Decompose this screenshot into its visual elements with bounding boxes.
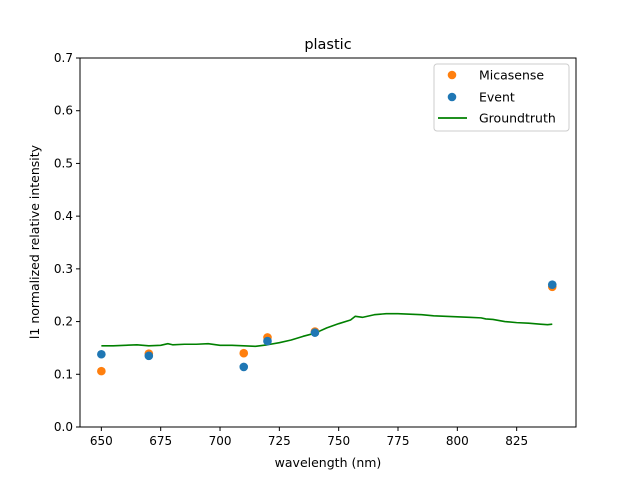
x-tick-label: 775 xyxy=(387,434,410,448)
x-tick-label: 725 xyxy=(268,434,291,448)
y-tick-label: 0.6 xyxy=(54,104,73,118)
legend-label-micasense: Micasense xyxy=(479,68,544,83)
event-point xyxy=(547,280,557,289)
event-point xyxy=(239,362,249,372)
legend-box xyxy=(433,63,570,132)
event-point xyxy=(263,336,272,346)
event-point xyxy=(310,328,320,337)
y-axis: 0.0 0.1 0.2 0.3 0.4 0.5 0.6 0.7 xyxy=(54,51,80,434)
x-tick-label: 675 xyxy=(149,434,172,448)
x-tick-label: 825 xyxy=(505,434,528,448)
legend-label-event: Event xyxy=(479,90,515,105)
y-tick-label: 0.2 xyxy=(54,315,73,329)
event-point xyxy=(97,349,106,359)
event-legend-marker xyxy=(447,92,457,102)
x-axis-label: wavelength (nm) xyxy=(275,455,382,470)
y-tick-label: 0.4 xyxy=(54,209,73,223)
legend: Micasense Event Groundtruth xyxy=(433,63,570,132)
axes-frame xyxy=(79,57,577,428)
event-point xyxy=(144,351,154,361)
chart-title: plastic xyxy=(304,37,351,53)
x-tick-label: 750 xyxy=(327,434,350,448)
y-tick-label: 0.3 xyxy=(54,262,73,276)
x-axis: 650 675 700 725 750 775 800 825 xyxy=(90,427,528,448)
y-tick-label: 0.7 xyxy=(54,51,73,65)
x-tick-label: 700 xyxy=(209,434,232,448)
groundtruth-line xyxy=(101,312,553,348)
y-tick-label: 0.0 xyxy=(54,420,73,434)
micasense-point xyxy=(97,366,106,376)
x-tick-label: 800 xyxy=(446,434,469,448)
y-axis-label: l1 normalized relative intensity xyxy=(27,144,42,339)
legend-label-groundtruth: Groundtruth xyxy=(479,111,556,126)
y-tick-label: 0.5 xyxy=(54,156,73,170)
x-tick-label: 650 xyxy=(90,434,113,448)
micasense-point xyxy=(239,348,249,358)
micasense-legend-marker xyxy=(447,70,457,80)
plot-area xyxy=(97,280,557,376)
y-tick-label: 0.1 xyxy=(54,367,73,381)
